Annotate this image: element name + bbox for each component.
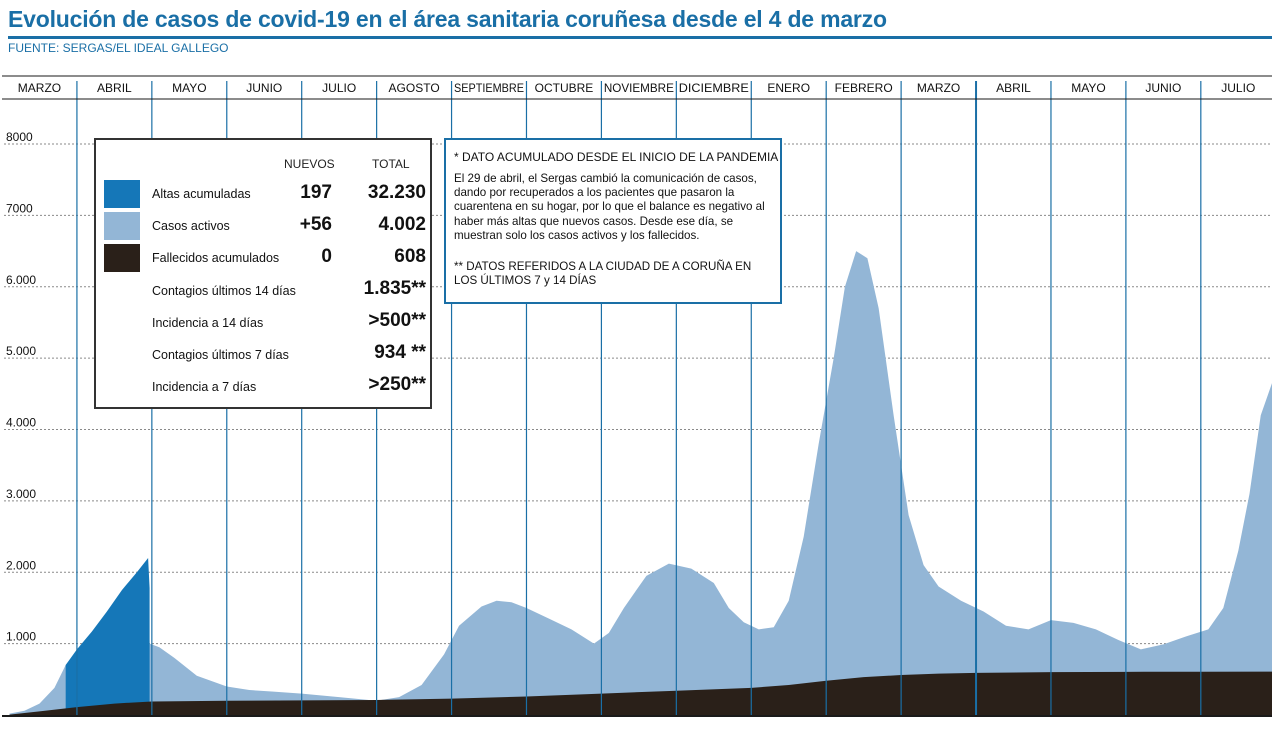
legend-label-contagios-7: Contagios últimos 7 días	[152, 348, 289, 362]
y-tick-label: 2.000	[6, 558, 36, 572]
month-label: FEBRERO	[835, 81, 893, 95]
legend-label-incidencia-7: Incidencia a 7 días	[152, 380, 257, 394]
legend-label-altas: Altas acumuladas	[152, 187, 251, 201]
month-label: ENERO	[767, 81, 810, 95]
legend-total-contagios-14: 1.835**	[363, 278, 426, 299]
activos-swatch	[104, 212, 140, 240]
month-label: JULIO	[1221, 81, 1255, 95]
y-tick-label: 4.000	[6, 416, 36, 430]
legend-total-altas: 32.230	[367, 182, 426, 203]
legend-total-contagios-7: 934 **	[374, 342, 426, 363]
fallecidos-swatch	[104, 244, 140, 272]
note-body: El 29 de abril, el Sergas cambió la comu…	[454, 172, 765, 242]
y-tick-label: 3.000	[6, 487, 36, 501]
legend-total-fallecidos: 608	[394, 246, 426, 267]
month-label: MARZO	[917, 81, 960, 95]
legend-label-contagios-14: Contagios últimos 14 días	[152, 284, 296, 298]
legend-new-altas: 197	[300, 182, 332, 203]
axes: MARZO ABRIL MAYO JUNIO JULIO AGOSTO SEPTIEMBRE…	[2, 75, 1272, 717]
y-tick-label: 1.000	[6, 630, 36, 644]
note-box: * DATO ACUMULADO DESDE EL INICIO DE LA P…	[444, 138, 782, 304]
y-tick-label: 5.000	[6, 344, 36, 358]
month-label: DICIEMBRE	[679, 81, 749, 95]
month-label: SEPTIEMBRE	[454, 81, 524, 95]
legend-new-fallecidos: 0	[321, 246, 332, 267]
note-footer: ** DATOS REFERIDOS A LA CIUDAD DE A CORU…	[454, 260, 752, 288]
legend-total-incidencia-7: >250**	[368, 374, 426, 395]
area-altas-acumuladas	[65, 557, 150, 715]
legend-box: NUEVOS TOTAL Altas acumuladas 197 32.230…	[94, 138, 432, 409]
month-label: MAYO	[1071, 81, 1105, 95]
y-tick-label: 6.000	[6, 273, 36, 287]
title-underline	[8, 36, 1272, 39]
chart-title: Evolución de casos de covid-19 en el áre…	[8, 6, 887, 32]
month-label: MARZO	[18, 81, 61, 95]
month-label: MAYO	[172, 81, 206, 95]
legend-header-total: TOTAL	[372, 157, 410, 171]
source-line: FUENTE: SERGAS/EL IDEAL GALLEGO	[8, 41, 229, 55]
month-label: NOVIEMBRE	[604, 81, 674, 95]
legend-label-activos: Casos activos	[152, 219, 230, 233]
legend-label-incidencia-14: Incidencia a 14 días	[152, 316, 264, 330]
area-fallecidos-acumulados	[9, 671, 1272, 715]
legend-new-activos: +56	[299, 214, 332, 235]
month-label: OCTUBRE	[535, 81, 594, 95]
month-label: AGOSTO	[389, 81, 440, 95]
y-tick-label: 7000	[6, 201, 33, 215]
legend-label-fallecidos: Fallecidos acumulados	[152, 251, 280, 265]
legend-total-incidencia-14: >500**	[368, 310, 426, 331]
y-tick-label: 8000	[6, 130, 33, 144]
month-label: ABRIL	[996, 81, 1031, 95]
data-areas	[9, 251, 1272, 715]
legend-header-new: NUEVOS	[284, 157, 335, 171]
note-title: * DATO ACUMULADO DESDE EL INICIO DE LA P…	[454, 150, 779, 164]
month-label: JUNIO	[1145, 81, 1181, 95]
legend-total-activos: 4.002	[378, 214, 426, 235]
month-label: JULIO	[322, 81, 356, 95]
month-label: ABRIL	[97, 81, 132, 95]
month-label: JUNIO	[246, 81, 282, 95]
altas-swatch	[104, 180, 140, 208]
area-casos-activos	[9, 251, 1272, 715]
